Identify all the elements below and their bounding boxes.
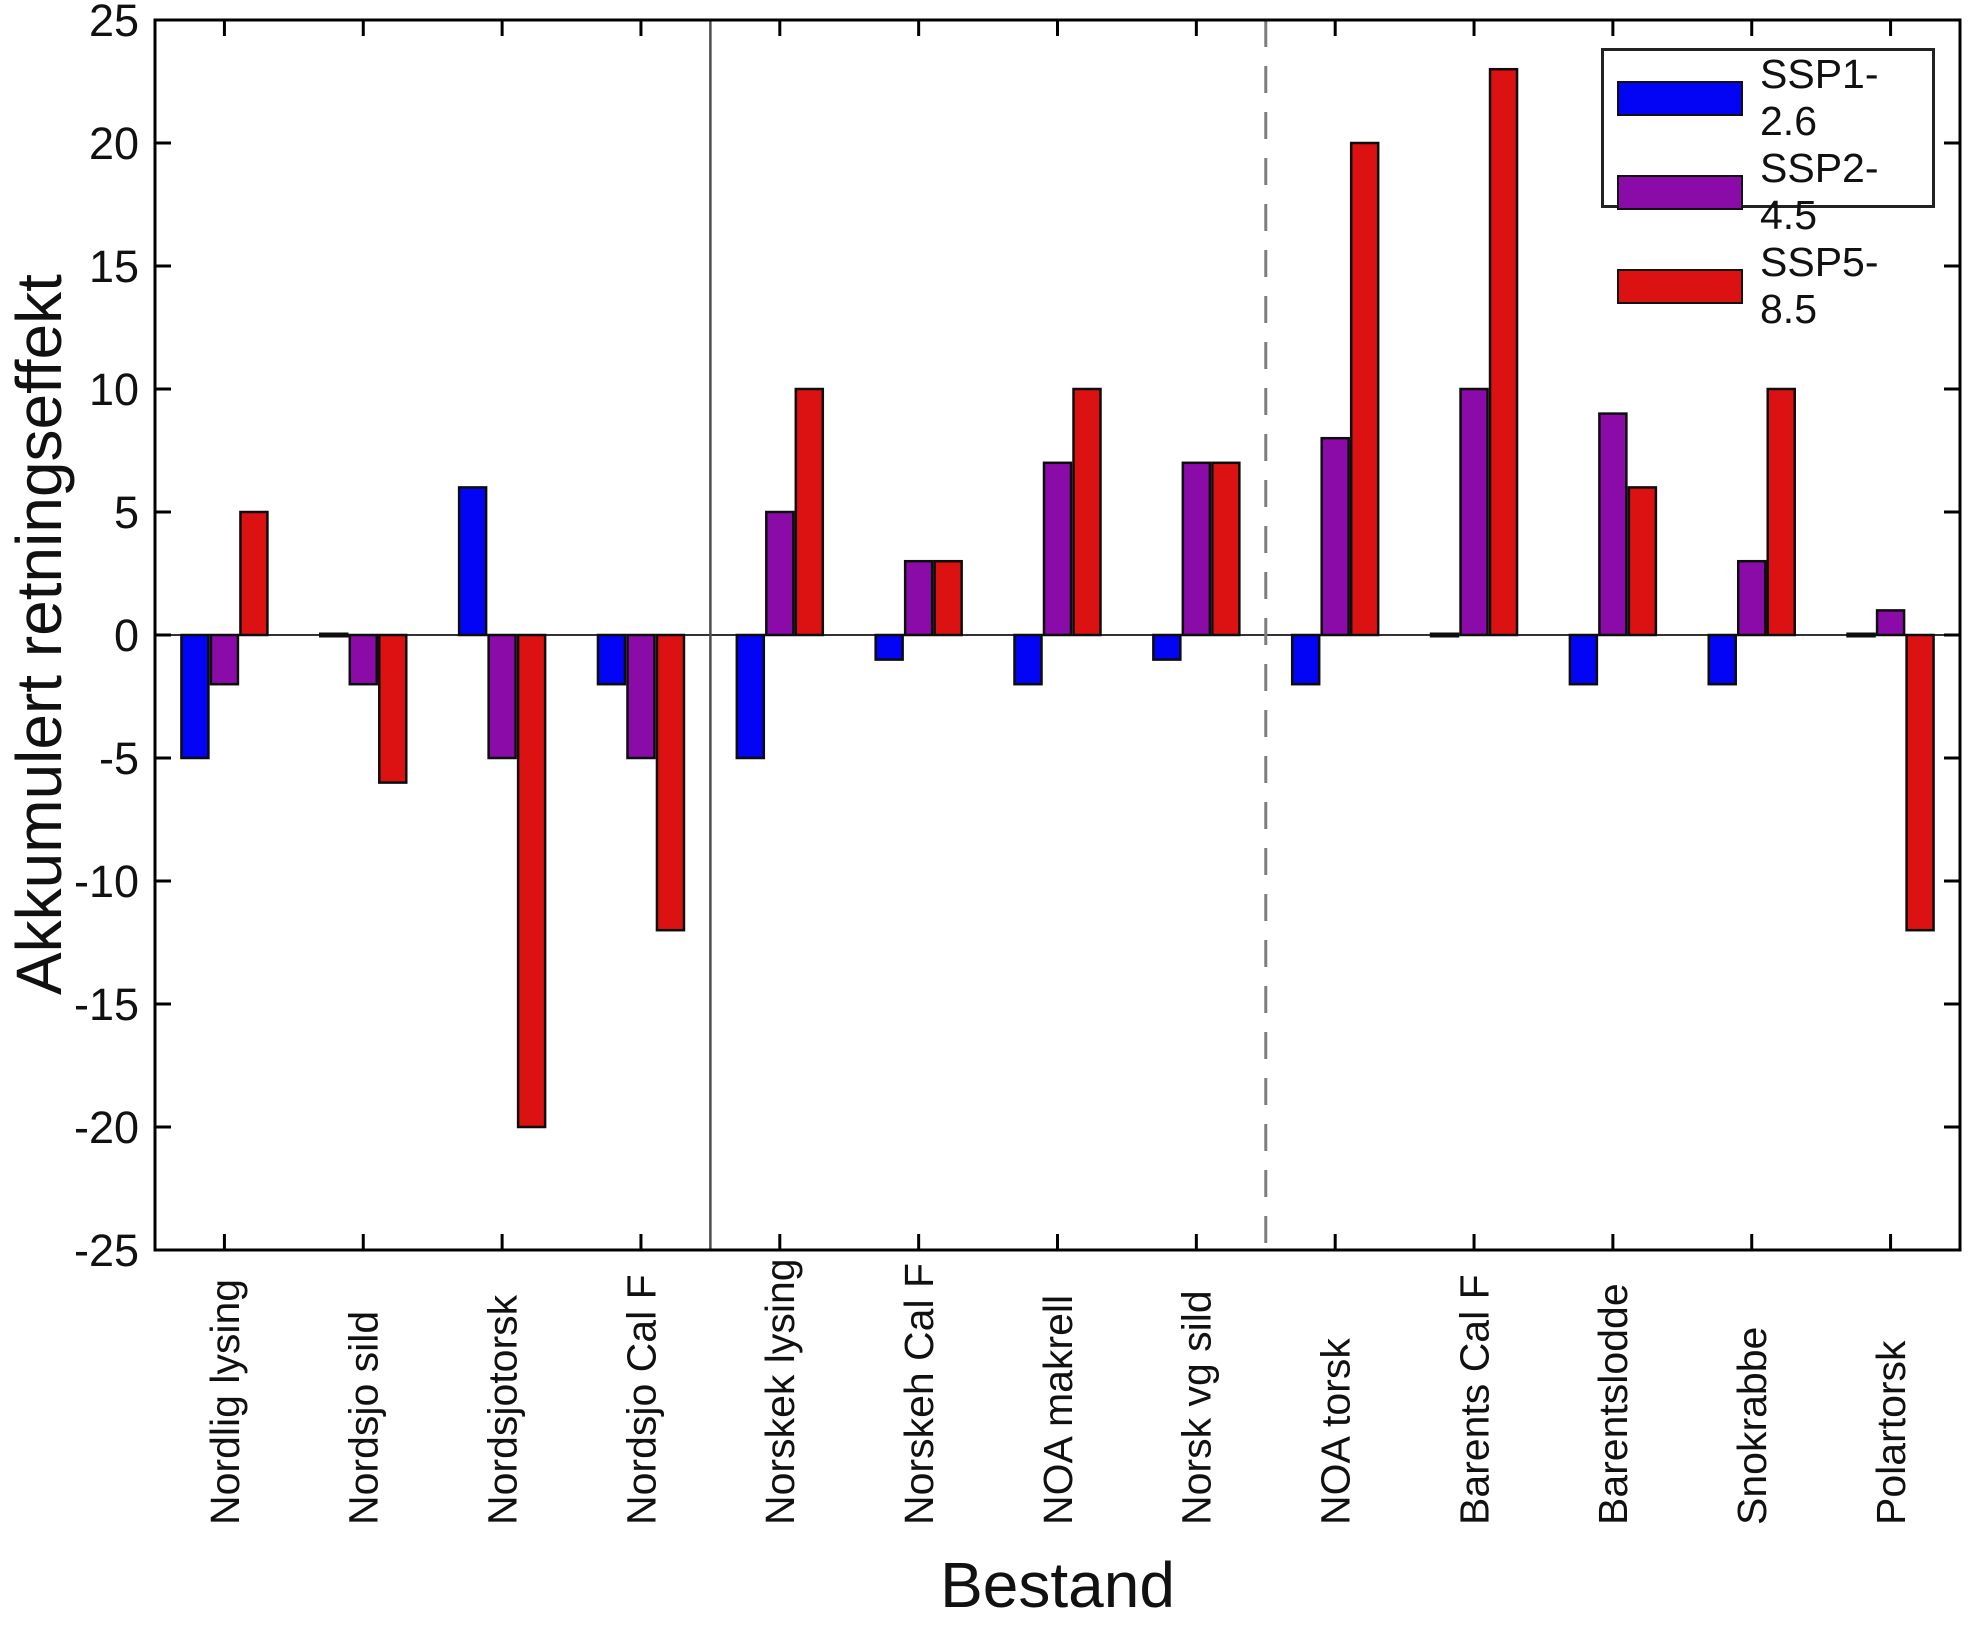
y-tick-label--5: -5 bbox=[99, 733, 139, 784]
bar-noa-makrell-ssp5-8.5 bbox=[1072, 387, 1102, 637]
legend-item-ssp2-4.5: SSP2-4.5 bbox=[1617, 145, 1932, 239]
legend-swatch-ssp5-8.5 bbox=[1617, 268, 1743, 304]
x-tick-label-snokrabbe: Snokrabbe bbox=[1729, 1327, 1775, 1525]
x-tick-label-barents-cal-f: Barents Cal F bbox=[1451, 1274, 1497, 1525]
x-tick-label-nordsjo-cal-f: Nordsjo Cal F bbox=[618, 1274, 664, 1525]
legend-label-ssp2-4.5: SSP2-4.5 bbox=[1760, 145, 1879, 238]
legend-item-ssp5-8.5: SSP5-8.5 bbox=[1617, 239, 1932, 333]
bar-nordsjo-sild-ssp2-4.5 bbox=[348, 633, 379, 686]
x-tick-label-norsk-vg-sild: Norsk vg sild bbox=[1174, 1290, 1220, 1525]
bar-nordlig-lysing-ssp5-8.5 bbox=[239, 510, 269, 637]
bar-noa-torsk-ssp2-4.5 bbox=[1320, 436, 1350, 637]
bar-barentslodde-ssp1-2.6 bbox=[1568, 633, 1599, 686]
bar-nordsjo-cal-f-ssp5-8.5 bbox=[655, 633, 686, 932]
x-tick-label-noa-torsk: NOA torsk bbox=[1313, 1338, 1359, 1525]
x-tick-label-norskek-lysing: Norskek lysing bbox=[757, 1258, 803, 1525]
x-tick-label-barentslodde: Barentslodde bbox=[1590, 1283, 1636, 1525]
x-tick-label-nordsjo-sild: Nordsjo sild bbox=[341, 1311, 387, 1525]
bar-norskeh-cal-f-ssp5-8.5 bbox=[933, 559, 963, 637]
bar-barents-cal-f-ssp2-4.5 bbox=[1459, 387, 1489, 637]
bar-norskeh-cal-f-ssp2-4.5 bbox=[903, 559, 934, 637]
bar-norskeh-cal-f-ssp1-2.6 bbox=[874, 633, 904, 661]
bar-nordsjotorsk-ssp1-2.6 bbox=[457, 486, 488, 637]
bar-barentslodde-ssp2-4.5 bbox=[1598, 412, 1628, 637]
bar-norsk-vg-sild-ssp1-2.6 bbox=[1152, 633, 1182, 661]
bar-barentslodde-ssp5-8.5 bbox=[1627, 486, 1658, 637]
bar-norskek-lysing-ssp1-2.6 bbox=[735, 633, 766, 760]
x-tick-label-norskeh-cal-f: Norskeh Cal F bbox=[896, 1263, 942, 1525]
x-tick-label-polartorsk: Polartorsk bbox=[1868, 1340, 1914, 1525]
bar-nordlig-lysing-ssp2-4.5 bbox=[209, 633, 240, 686]
y-tick-label-10: 10 bbox=[89, 364, 139, 415]
bar-snokrabbe-ssp1-2.6 bbox=[1707, 633, 1737, 686]
bar-nordlig-lysing-ssp1-2.6 bbox=[180, 633, 210, 760]
x-tick-label-noa-makrell: NOA makrell bbox=[1035, 1295, 1081, 1525]
y-tick-label-25: 25 bbox=[89, 0, 139, 46]
legend-item-ssp1-2.6: SSP1-2.6 bbox=[1617, 51, 1932, 145]
bar-norsk-vg-sild-ssp5-8.5 bbox=[1211, 461, 1241, 637]
x-tick-label-nordlig-lysing: Nordlig lysing bbox=[202, 1279, 248, 1525]
bar-snokrabbe-ssp2-4.5 bbox=[1736, 559, 1767, 637]
y-tick-label-5: 5 bbox=[114, 487, 139, 538]
bar-noa-torsk-ssp1-2.6 bbox=[1290, 633, 1321, 686]
bar-nordsjo-sild-ssp5-8.5 bbox=[378, 633, 408, 784]
y-tick-label--20: -20 bbox=[74, 1102, 139, 1153]
bar-nordsjo-cal-f-ssp1-2.6 bbox=[596, 633, 627, 686]
y-axis-title: Akkumulert retningseffekt bbox=[3, 274, 75, 996]
bar-snokrabbe-ssp5-8.5 bbox=[1766, 387, 1796, 637]
bar-nordsjo-cal-f-ssp2-4.5 bbox=[626, 633, 656, 760]
bar-norskek-lysing-ssp5-8.5 bbox=[794, 387, 825, 637]
legend-swatch-ssp1-2.6 bbox=[1617, 80, 1743, 116]
bar-nordsjo-sild-ssp1-2.6 bbox=[319, 632, 349, 638]
bar-nordsjotorsk-ssp2-4.5 bbox=[487, 633, 517, 760]
y-tick-label-0: 0 bbox=[114, 610, 139, 661]
x-axis-title: Bestand bbox=[940, 1549, 1175, 1621]
bar-nordsjotorsk-ssp5-8.5 bbox=[516, 633, 547, 1129]
bar-polartorsk-ssp5-8.5 bbox=[1905, 633, 1935, 932]
bar-norsk-vg-sild-ssp2-4.5 bbox=[1181, 461, 1212, 637]
legend-label-ssp5-8.5: SSP5-8.5 bbox=[1760, 239, 1879, 332]
y-tick-label-20: 20 bbox=[89, 118, 139, 169]
y-tick-label--10: -10 bbox=[74, 856, 139, 907]
bar-norskek-lysing-ssp2-4.5 bbox=[765, 510, 795, 637]
legend-swatch-ssp2-4.5 bbox=[1617, 174, 1743, 210]
y-tick-label--25: -25 bbox=[74, 1225, 139, 1276]
bar-barents-cal-f-ssp5-8.5 bbox=[1488, 67, 1519, 637]
bar-noa-torsk-ssp5-8.5 bbox=[1349, 141, 1380, 637]
bar-noa-makrell-ssp1-2.6 bbox=[1013, 633, 1043, 686]
y-tick-label-15: 15 bbox=[89, 241, 139, 292]
bar-polartorsk-ssp1-2.6 bbox=[1846, 632, 1876, 638]
legend: SSP1-2.6 SSP2-4.5 SSP5-8.5 bbox=[1601, 48, 1935, 332]
bar-noa-makrell-ssp2-4.5 bbox=[1042, 461, 1073, 637]
bar-barents-cal-f-ssp1-2.6 bbox=[1429, 632, 1460, 638]
y-tick-label--15: -15 bbox=[74, 979, 139, 1030]
legend-label-ssp1-2.6: SSP1-2.6 bbox=[1760, 51, 1879, 144]
x-tick-label-nordsjotorsk: Nordsjotorsk bbox=[479, 1294, 525, 1525]
bar-polartorsk-ssp2-4.5 bbox=[1875, 609, 1906, 637]
